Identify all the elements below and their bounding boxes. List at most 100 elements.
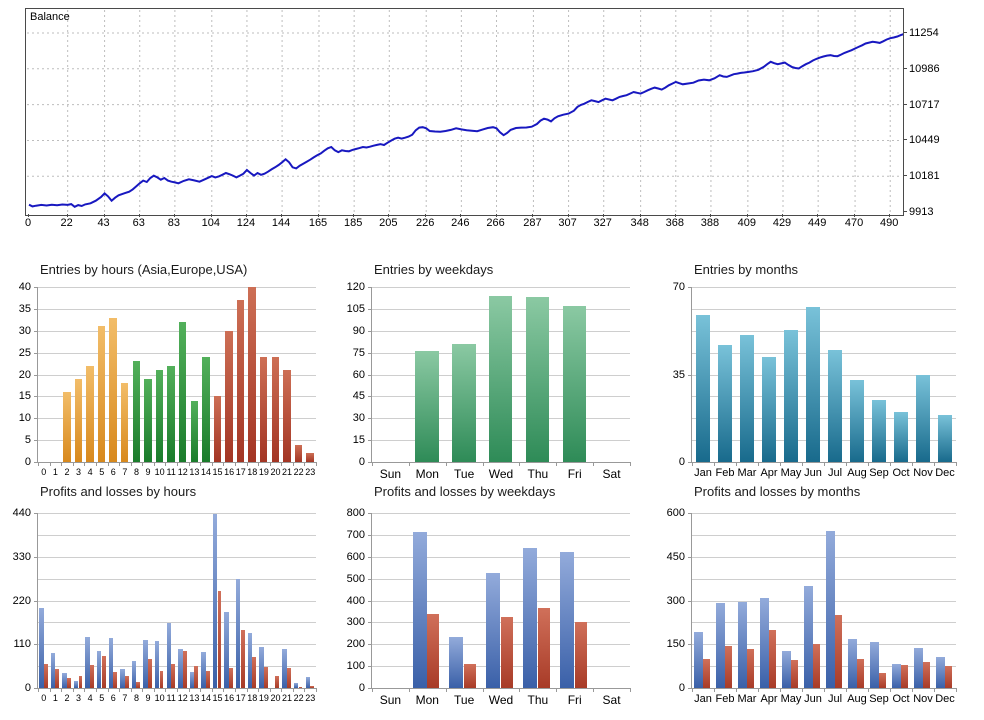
balance-x-axis-tick xyxy=(66,214,68,217)
x-axis-label: Apr xyxy=(760,467,778,479)
x-axis-tick xyxy=(846,689,847,692)
bar-losses-15 xyxy=(217,590,222,688)
y-axis-label: 600 xyxy=(666,507,685,519)
bar-23 xyxy=(306,453,314,462)
bar-losses-3 xyxy=(78,676,83,688)
x-axis-tick xyxy=(153,689,155,692)
gridline xyxy=(692,440,956,442)
x-axis-label: Wed xyxy=(488,467,514,481)
gridline xyxy=(692,622,956,624)
x-axis-label: Wed xyxy=(488,693,514,707)
bar-19 xyxy=(260,357,268,462)
y-axis-label: 30 xyxy=(352,412,365,425)
x-axis-label: Sun xyxy=(379,693,402,707)
bar-Wed xyxy=(488,295,513,462)
bar-Feb xyxy=(717,344,732,462)
bar-profits-7 xyxy=(120,668,125,688)
x-axis-label: Fri xyxy=(567,693,582,707)
bar-profits-14 xyxy=(201,652,206,688)
gridline xyxy=(38,513,316,514)
balance-x-axis-label: 185 xyxy=(343,217,363,229)
bar-Fri xyxy=(562,305,587,462)
balance-y-axis-tick xyxy=(903,139,907,141)
bar-7 xyxy=(121,383,129,462)
y-axis-tick xyxy=(368,440,371,442)
y-axis-tick xyxy=(368,556,371,558)
balance-y-axis-tick xyxy=(903,175,907,177)
y-axis-tick xyxy=(34,600,37,602)
y-axis-label: 90 xyxy=(352,324,365,337)
y-axis-tick xyxy=(368,600,371,602)
y-axis-label: 150 xyxy=(666,638,685,651)
x-axis-tick xyxy=(72,689,74,692)
y-axis-label: 30 xyxy=(18,324,31,337)
x-axis-label: 6 xyxy=(110,693,116,703)
x-axis-label: Aug xyxy=(847,693,867,705)
gridline xyxy=(692,578,956,580)
balance-x-axis-label: 22 xyxy=(60,217,73,229)
x-axis-tick xyxy=(408,463,410,466)
bar-Jan xyxy=(695,314,710,462)
x-axis-tick xyxy=(890,463,891,466)
x-axis-label: 11 xyxy=(166,467,176,477)
x-axis-tick xyxy=(84,463,86,466)
gridline xyxy=(38,330,316,332)
x-axis-label: Dec xyxy=(935,693,955,705)
bar-losses-20 xyxy=(275,676,280,688)
bar-losses-22 xyxy=(298,687,303,688)
x-axis-tick xyxy=(956,463,957,466)
bar-losses-7 xyxy=(124,675,129,688)
x-axis-tick xyxy=(49,463,51,466)
chart-title: Profits and losses by months xyxy=(694,484,861,499)
gridline xyxy=(692,308,956,310)
x-axis-label: Mar xyxy=(737,693,757,705)
x-axis-tick xyxy=(95,463,97,466)
y-axis-tick xyxy=(34,556,37,558)
x-axis-tick xyxy=(165,463,167,466)
gridline xyxy=(38,666,316,668)
y-axis-label: 60 xyxy=(352,368,365,381)
y-axis xyxy=(371,513,372,689)
bar-Nov xyxy=(915,374,930,462)
balance-x-axis-label: 83 xyxy=(167,217,180,229)
balance-x-axis-label: 266 xyxy=(486,217,505,229)
y-axis-tick xyxy=(34,330,37,332)
x-axis-label: Dec xyxy=(935,467,955,479)
x-axis-label: 20 xyxy=(270,467,281,477)
balance-x-axis-label: 368 xyxy=(665,217,684,229)
bar-profits-17 xyxy=(236,578,241,688)
x-axis-tick xyxy=(223,463,225,466)
x-axis-label: 13 xyxy=(189,467,200,477)
bar-Jul xyxy=(827,349,842,462)
y-axis-tick xyxy=(368,688,371,689)
bar-profits-18 xyxy=(247,633,253,688)
balance-x-axis-label: 307 xyxy=(558,217,577,229)
bar-profits-10 xyxy=(154,641,160,688)
x-axis-tick xyxy=(316,463,317,466)
y-axis-label: 600 xyxy=(346,550,365,563)
bar-10 xyxy=(155,370,164,462)
chart-profits-losses-by-months: Profits and losses by months 0 150 300 450 6… xyxy=(660,484,968,708)
bar-losses-Thu xyxy=(537,607,550,688)
gridline xyxy=(692,287,956,288)
x-axis-tick xyxy=(956,689,957,692)
x-axis-label: 15 xyxy=(212,693,223,703)
bar-5 xyxy=(97,326,106,462)
balance-label: Balance xyxy=(30,11,70,23)
y-axis-label: 25 xyxy=(18,346,31,359)
x-axis xyxy=(691,688,957,689)
x-axis-tick xyxy=(912,689,913,692)
y-axis-tick xyxy=(368,418,371,420)
x-axis-label: 9 xyxy=(145,693,151,703)
x-axis-label: 5 xyxy=(99,693,105,703)
y-axis-tick xyxy=(368,513,371,514)
bar-18 xyxy=(248,287,256,462)
bar-losses-Fri xyxy=(574,621,587,688)
x-axis-tick xyxy=(912,463,913,466)
y-axis-tick xyxy=(34,644,37,646)
x-axis-label: Mon xyxy=(415,693,439,707)
balance-x-axis-tick xyxy=(532,214,534,217)
x-axis-label: 14 xyxy=(200,693,211,703)
x-axis-label: 23 xyxy=(305,467,316,477)
y-axis-tick xyxy=(368,396,371,398)
